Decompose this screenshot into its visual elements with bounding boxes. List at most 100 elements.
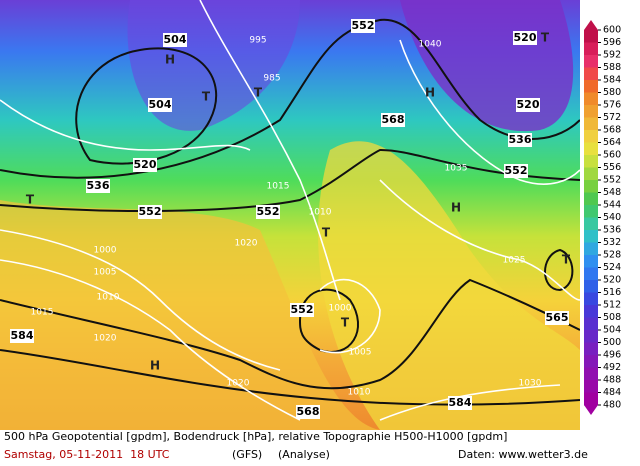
isobar-label: 1030	[519, 379, 542, 389]
label-box	[513, 31, 537, 45]
scale-label: 512	[603, 300, 621, 311]
isobar-label: 1020	[227, 379, 250, 389]
pressure-center: H	[451, 201, 461, 215]
color-swatch	[584, 342, 598, 356]
isobar-label: 1035	[445, 164, 468, 174]
color-swatch	[584, 105, 598, 118]
color-swatch	[584, 205, 598, 218]
pressure-center: T	[202, 90, 211, 104]
color-swatch	[584, 392, 598, 406]
label-box	[163, 33, 187, 47]
scale-label: 540	[603, 212, 621, 223]
color-swatch	[584, 367, 598, 381]
warm-ridge	[318, 141, 580, 430]
geopotential-label: 536	[509, 133, 532, 146]
color-swatch	[584, 267, 598, 281]
scale-label: 544	[603, 200, 621, 211]
color-swatch	[584, 217, 598, 231]
color-swatch	[584, 142, 598, 156]
geopotential-label: 552	[291, 303, 314, 316]
color-swatch	[584, 180, 598, 193]
geopotential-label: 568	[297, 405, 320, 418]
pressure-center: T	[254, 86, 263, 100]
label-box	[296, 405, 320, 419]
color-scale: 6005965925885845805765725685645605565525…	[584, 20, 621, 415]
label-box	[133, 158, 157, 172]
color-swatch	[584, 67, 598, 81]
scale-label: 504	[603, 325, 621, 336]
geopotential-label: 565	[546, 311, 569, 324]
scale-label: 484	[603, 387, 621, 398]
scale-arrow	[584, 20, 598, 30]
scale-label: 500	[603, 337, 621, 348]
isobar-label: 995	[249, 36, 266, 46]
geopotential-label: 552	[505, 164, 528, 177]
color-swatch	[584, 317, 598, 331]
label-box	[381, 113, 405, 127]
isobar-label: 1000	[94, 246, 117, 256]
color-swatch	[584, 330, 598, 343]
label-box	[448, 396, 472, 410]
color-swatch	[584, 230, 598, 243]
color-swatch	[584, 80, 598, 93]
pressure-center: T	[322, 226, 331, 240]
geopotential-label: 520	[514, 31, 537, 44]
footer-model: (GFS)	[232, 448, 263, 461]
scale-label: 584	[603, 75, 621, 86]
scale-label: 572	[603, 112, 621, 123]
scale-label: 588	[603, 62, 621, 73]
geopotential-label: 584	[11, 329, 34, 342]
scale-label: 556	[603, 162, 621, 173]
scale-label: 508	[603, 312, 621, 323]
footer-title: 500 hPa Geopotential [gpdm], Bodendruck …	[4, 430, 508, 443]
color-swatch	[584, 355, 598, 368]
scale-label: 516	[603, 287, 621, 298]
label-box	[290, 303, 314, 317]
color-swatch	[584, 30, 598, 43]
geopotential-label: 536	[87, 179, 110, 192]
isobar-label: 1010	[348, 388, 371, 398]
color-swatch	[584, 292, 598, 306]
scale-label: 600	[603, 25, 621, 36]
pressure-center: T	[26, 193, 35, 207]
isobar-label: 1020	[94, 334, 117, 344]
scale-arrow	[584, 405, 598, 415]
label-box	[545, 311, 569, 325]
isobar-label: 1015	[267, 182, 290, 192]
geopotential-label: 504	[149, 98, 172, 111]
color-swatch	[584, 55, 598, 68]
scale-label: 576	[603, 100, 621, 111]
color-swatch	[584, 155, 598, 168]
scale-label: 528	[603, 250, 621, 261]
color-swatch	[584, 192, 598, 206]
scale-label: 568	[603, 125, 621, 136]
pressure-center: H	[165, 53, 175, 67]
scale-label: 524	[603, 262, 621, 273]
color-swatch	[584, 380, 598, 393]
isobar-label: 1040	[419, 40, 442, 50]
isobar-label: 1005	[94, 268, 117, 278]
isobar-label: 985	[263, 74, 280, 84]
scale-label: 580	[603, 87, 621, 98]
geopotential-label: 520	[517, 98, 540, 111]
geopotential-label: 552	[139, 205, 162, 218]
footer-run: (Analyse)	[278, 448, 330, 461]
label-box	[148, 98, 172, 112]
geopotential-label: 504	[164, 33, 187, 46]
scale-label: 492	[603, 362, 621, 373]
isobar-label: 1000	[329, 304, 352, 314]
isobar-label: 1025	[503, 256, 526, 266]
color-swatch	[584, 42, 598, 56]
scale-label: 552	[603, 175, 621, 186]
color-swatch	[584, 117, 598, 131]
geopotential-label: 584	[449, 396, 472, 409]
footer-source: Daten: www.wetter3.de	[458, 448, 588, 461]
scale-label: 592	[603, 50, 621, 61]
color-swatch	[584, 167, 598, 181]
pressure-center: T	[541, 31, 550, 45]
geopotential-label: 552	[352, 19, 375, 32]
label-box	[138, 205, 162, 219]
label-box	[504, 164, 528, 178]
color-swatch	[584, 92, 598, 106]
